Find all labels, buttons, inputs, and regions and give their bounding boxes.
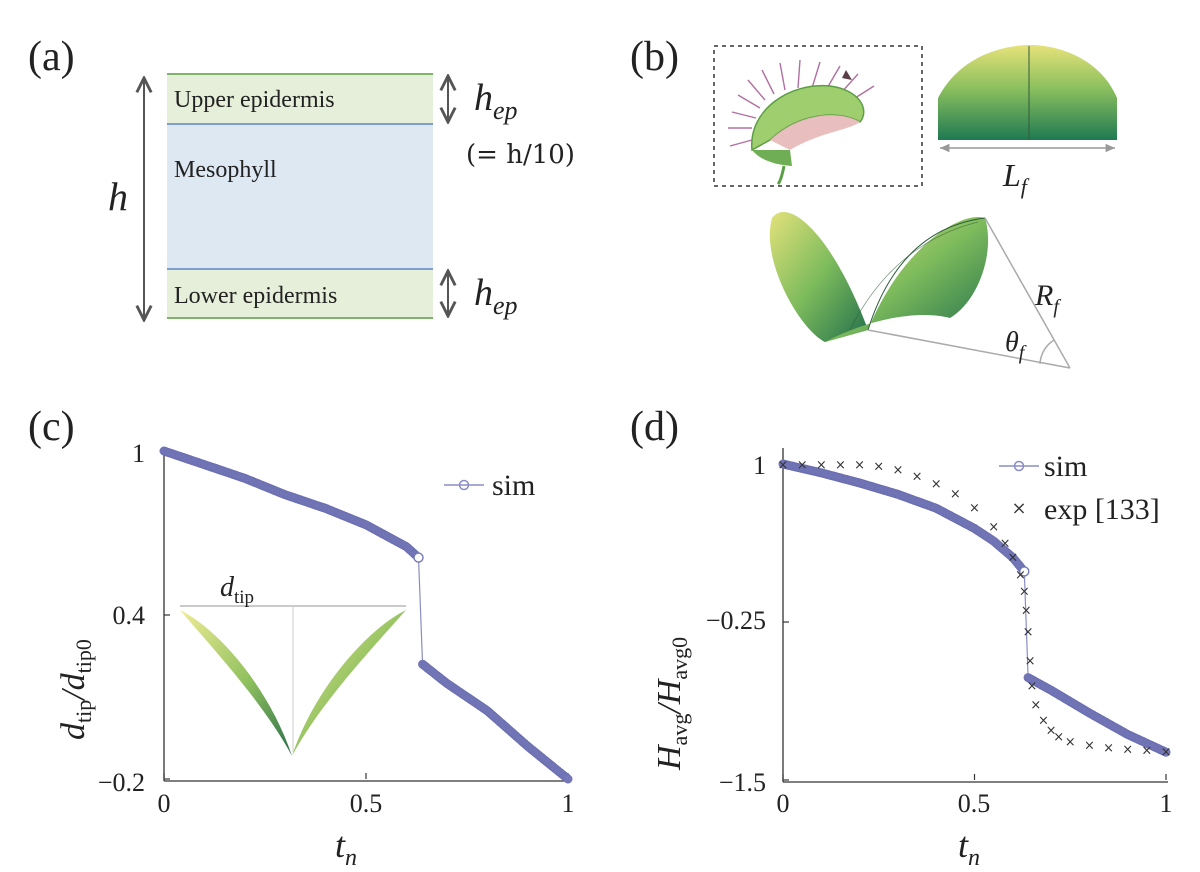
c-ytick-1: 1 [132,439,145,468]
lower-epidermis-layer [167,269,433,318]
c-legend-marker [458,479,470,491]
d-exp-point: × [1023,625,1034,640]
radius-line [984,217,1071,369]
c-ytick-neg0.2: −0.2 [98,768,145,797]
panel-a: (a) Upper epidermis Mesophyll Lower epid… [28,34,575,320]
leaf-length-symbol: Lf [1002,157,1030,199]
d-exp-point: × [1084,739,1095,754]
radius-symbol: Rf [1034,279,1061,318]
d-exp-point: × [969,501,980,516]
panel-a-label: (a) [28,34,75,80]
angle-arc [1039,339,1055,365]
d-exp-point: × [1026,679,1037,694]
d-exp-point: × [988,520,999,535]
angle-symbol: θf [1005,327,1027,364]
d-plot-area: × × × × × × × ××××××××××××××××× × × × × × × [778,458,1172,760]
c-xtick-0: 0 [158,789,171,818]
d-exp-point: × [1007,550,1018,565]
panel-b: (b) [630,34,1117,369]
c-sim-point [563,774,573,784]
trap-midline [867,217,986,331]
d-ytick-neg1.5: −1.5 [719,768,766,797]
d-exp-point: × [873,459,884,474]
c-xtick-0.5: 0.5 [350,789,383,818]
flat-leaf [938,45,1117,140]
c-xlabel: tn [335,825,357,871]
d-xtick-0: 0 [777,789,790,818]
layer-label-mesophyll: Mesophyll [174,157,277,183]
d-exp-point: × [1015,568,1026,583]
inset-leaf-left [180,610,292,756]
d-legend-sim-marker [1013,460,1025,472]
d-exp-point: × [1161,745,1172,760]
d-exp-point: × [1122,742,1133,757]
d-xtick-0.5: 0.5 [958,789,991,818]
c-ytick-0.4: 0.4 [113,601,146,630]
d-xlabel: tn [958,825,980,871]
layer-label-upper: Upper epidermis [174,87,335,113]
d-sim-point [1161,747,1171,757]
d-exp-point: × [1141,744,1152,759]
inset-leaf-right [292,610,406,756]
d-exp-point: × [1065,735,1076,750]
d-exp-point: × [931,477,942,492]
d-exp-point: × [1019,584,1030,599]
d-xtick-1: 1 [1160,789,1173,818]
d-exp-point: × [1025,654,1036,669]
lower-epidermis-symbol: hep [474,272,518,320]
d-exp-point: × [892,463,903,478]
trap-lobe-right [825,216,989,342]
d-legend-exp: exp [133] [1044,493,1160,526]
thickness-symbol: h [108,174,128,219]
radius-line-base [867,329,1071,369]
layer-label-lower: Lower epidermis [174,283,337,309]
d-exp-point: × [1021,603,1032,618]
c-ylabel: dtip/dtip0 [55,639,96,740]
inset-label: dtip [220,572,254,608]
d-exp-point: × [797,458,808,473]
upper-epidermis-layer [167,74,433,124]
c-plot-area [159,446,573,784]
trap-lobe-left [769,212,868,342]
c-legend-sim: sim [492,469,535,502]
panel-b-label: (b) [630,34,679,80]
d-legend-exp-marker: × [1011,498,1026,519]
panel-c: (c) 1 0.4 −0.2 0 0.5 1 tn dtip/dtip0 dti… [28,404,575,871]
d-ytick-1: 1 [753,451,766,480]
d-exp-point: × [816,458,827,473]
d-sim-endpoint [1019,566,1030,577]
epidermis-ratio: (= h/10) [466,140,575,170]
c-xtick-1: 1 [562,789,575,818]
d-exp-point: × [950,487,961,502]
d-exp-point: × [835,458,846,473]
c-sim-endpoint [413,552,424,563]
d-exp-point: × [778,458,789,473]
d-exp-point: × [1038,713,1049,728]
d-exp-point: × [854,458,865,473]
d-exp-point: × [1046,723,1057,738]
d-ytick-neg0.25: −0.25 [706,606,766,635]
d-exp-point: × [1103,741,1114,756]
panel-d-label: (d) [630,404,679,450]
mesophyll-layer [167,124,433,269]
d-legend-sim: sim [1044,450,1087,483]
upper-epidermis-symbol: hep [474,77,518,125]
d-exp-point: × [1053,730,1064,745]
d-exp-point: × [1030,698,1041,713]
flytrap-illustration [728,59,875,186]
d-legend: sim × exp [133] [999,450,1160,526]
c-inset: dtip [180,572,406,756]
d-exp-point: × [1000,536,1011,551]
c-legend: sim [444,469,535,502]
panel-d: (d) 1 −0.25 −1.5 0 0.5 1 tn Havg/Havg0 ×… [630,404,1173,871]
panel-c-label: (c) [28,404,75,450]
d-ylabel: Havg/Havg0 [651,637,692,771]
d-exp-point: × [912,469,923,484]
